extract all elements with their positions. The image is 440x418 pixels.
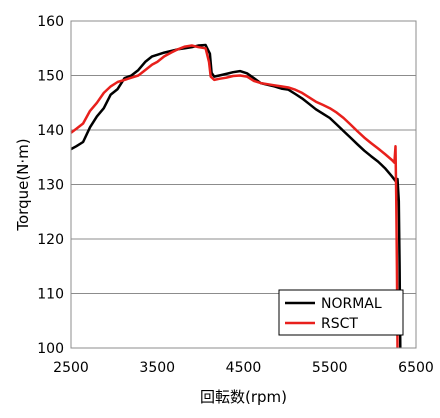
x-axis-label: 回転数(rpm) (200, 388, 287, 406)
x-tick-label-6500: 6500 (398, 360, 434, 376)
series-line-normal (70, 43, 402, 349)
y-tick-label-140: 140 (37, 123, 64, 139)
x-tick-label-4500: 4500 (226, 360, 262, 376)
legend-box (278, 289, 404, 336)
legend-label-normal: NORMAL (321, 296, 382, 312)
legend: NORMAL RSCT (278, 289, 404, 336)
y-tick-label-100: 100 (37, 341, 64, 357)
series-lines (70, 43, 402, 349)
series-line-rsct (70, 44, 399, 349)
y-axis-label: Torque(N·m) (14, 138, 32, 231)
legend-label-rsct: RSCT (321, 316, 358, 332)
y-tick-label-130: 130 (37, 178, 64, 194)
tick-labels: 100 110 120 130 140 150 160 2500 3500 4500 5500 650… (37, 14, 434, 376)
y-tick-label-110: 110 (37, 287, 64, 303)
x-tick-label-3500: 3500 (139, 360, 175, 376)
x-tick-label-5500: 5500 (312, 360, 348, 376)
x-tick-label-2500: 2500 (53, 360, 89, 376)
y-tick-label-150: 150 (37, 69, 64, 85)
y-tick-label-160: 160 (37, 14, 64, 30)
y-tick-label-120: 120 (37, 232, 64, 248)
grid-lines (71, 75, 416, 294)
plot-frame (70, 20, 417, 349)
